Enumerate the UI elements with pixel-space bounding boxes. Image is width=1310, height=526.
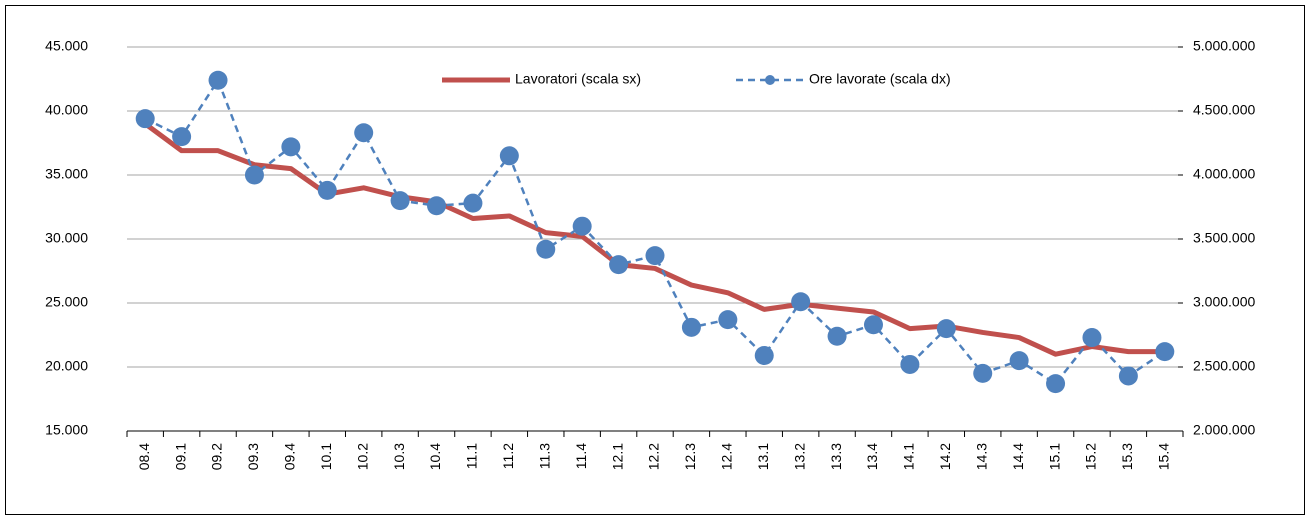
marker xyxy=(754,345,774,365)
x-tick-label: 12.3 xyxy=(682,443,698,470)
legend-label: Lavoratori (scala sx) xyxy=(515,71,641,87)
y2-tick-label: 3.500.000 xyxy=(1193,230,1255,246)
marker xyxy=(718,310,738,330)
marker xyxy=(208,70,228,90)
marker xyxy=(390,191,410,211)
marker xyxy=(681,317,701,337)
x-tick-label: 14.1 xyxy=(901,443,917,470)
x-tick-label: 11.2 xyxy=(500,443,516,469)
marker xyxy=(827,326,847,346)
x-tick-label: 15.2 xyxy=(1083,443,1099,470)
y2-tick-label: 3.000.000 xyxy=(1193,294,1255,310)
y-tick-label: 15.000 xyxy=(45,422,88,438)
legend-item: Ore lavorate (scala dx) xyxy=(736,71,951,87)
x-tick-label: 10.1 xyxy=(318,443,334,470)
y-tick-label: 45.000 xyxy=(45,38,88,54)
marker xyxy=(1082,328,1102,348)
marker xyxy=(536,239,556,259)
x-tick-label: 13.1 xyxy=(755,443,771,470)
x-tick-label: 13.2 xyxy=(791,443,807,470)
marker xyxy=(791,292,811,312)
legend-item: Lavoratori (scala sx) xyxy=(442,71,641,87)
x-tick-label: 14.4 xyxy=(1010,443,1026,470)
x-tick-label: 09.1 xyxy=(172,443,188,470)
marker xyxy=(135,109,155,129)
y2-tick-label: 4.500.000 xyxy=(1193,102,1255,118)
marker xyxy=(572,216,592,236)
x-tick-label: 10.3 xyxy=(391,443,407,470)
series-line xyxy=(144,79,1166,385)
marker xyxy=(609,255,629,275)
x-tick-label: 15.1 xyxy=(1046,443,1062,470)
series-line xyxy=(143,121,1165,357)
x-tick-label: 10.4 xyxy=(427,443,443,470)
marker xyxy=(900,354,920,374)
y-tick-label: 25.000 xyxy=(45,294,88,310)
x-tick-label: 14.2 xyxy=(937,443,953,470)
marker xyxy=(244,165,264,185)
marker xyxy=(1155,342,1175,362)
x-tick-label: 08.4 xyxy=(136,443,152,470)
x-tick-label: 10.2 xyxy=(354,443,370,470)
x-tick-label: 11.3 xyxy=(536,443,552,469)
legend-marker xyxy=(765,75,775,85)
y2-tick-label: 4.000.000 xyxy=(1193,166,1255,182)
marker xyxy=(427,196,447,216)
y2-tick-label: 2.500.000 xyxy=(1193,358,1255,374)
marker xyxy=(1009,351,1029,371)
marker xyxy=(936,319,956,339)
marker xyxy=(645,246,665,266)
marker xyxy=(863,315,883,335)
y-tick-label: 35.000 xyxy=(45,166,88,182)
legend-label: Ore lavorate (scala dx) xyxy=(809,71,951,87)
x-tick-label: 09.4 xyxy=(282,443,298,470)
x-tick-label: 13.4 xyxy=(864,443,880,470)
x-tick-label: 14.3 xyxy=(973,443,989,470)
y-tick-label: 30.000 xyxy=(45,230,88,246)
x-tick-label: 12.4 xyxy=(719,443,735,470)
x-tick-label: 15.3 xyxy=(1119,443,1135,470)
y2-tick-label: 2.000.000 xyxy=(1193,422,1255,438)
x-tick-label: 09.2 xyxy=(209,443,225,470)
marker xyxy=(281,137,301,157)
x-tick-label: 11.1 xyxy=(464,443,480,469)
x-tick-label: 12.2 xyxy=(646,443,662,470)
x-tick-label: 12.1 xyxy=(609,443,625,470)
y-tick-label: 20.000 xyxy=(45,358,88,374)
marker xyxy=(1118,366,1138,386)
marker xyxy=(354,123,374,143)
marker xyxy=(1046,374,1066,394)
marker xyxy=(172,127,192,147)
x-tick-label: 15.4 xyxy=(1155,443,1171,470)
x-tick-label: 09.3 xyxy=(245,443,261,470)
x-tick-label: 11.4 xyxy=(573,443,589,469)
marker xyxy=(463,193,483,213)
y2-tick-label: 5.000.000 xyxy=(1193,38,1255,54)
marker xyxy=(973,363,993,383)
y-tick-label: 40.000 xyxy=(45,102,88,118)
marker xyxy=(317,180,337,200)
x-tick-label: 13.3 xyxy=(828,443,844,470)
marker xyxy=(499,146,519,166)
